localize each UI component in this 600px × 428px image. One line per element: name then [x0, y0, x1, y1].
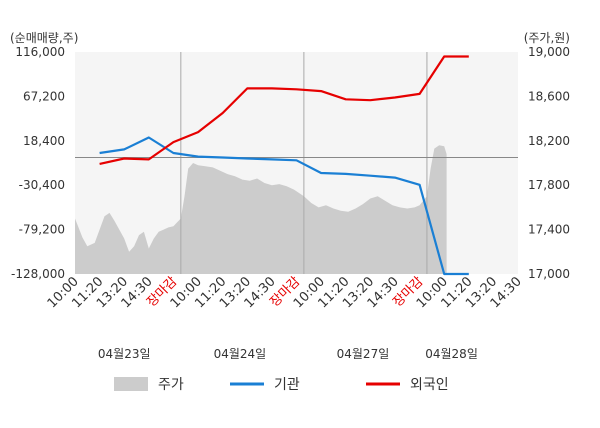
right-tick-label: 17,800 [528, 178, 570, 192]
right-tick-label: 19,000 [528, 45, 570, 59]
legend-label: 외국인 [410, 377, 449, 393]
left-tick-label: -128,000 [11, 267, 65, 281]
flow-lines-layer [99, 55, 469, 276]
x-axis-ticks: 10:0011:2013:2014:30장마감10:0011:2013:2014… [45, 274, 525, 311]
right-tick-label: 18,600 [528, 89, 570, 103]
date-label: 04월27일 [337, 347, 390, 361]
left-tick-label: 18,400 [23, 134, 65, 148]
left-tick-label: -30,400 [19, 178, 65, 192]
legend-label: 기관 [274, 377, 300, 393]
left-tick-label: -79,200 [19, 223, 65, 237]
date-label: 04월23일 [98, 347, 151, 361]
date-label: 04월28일 [425, 347, 478, 361]
right-tick-label: 18,200 [528, 134, 570, 148]
legend-label: 주가 [158, 377, 184, 393]
right-axis-ticks: 19,000 18,600 18,200 17,800 17,400 17,000 [528, 45, 570, 281]
left-tick-label: 116,000 [15, 45, 65, 59]
legend-swatch-price [114, 377, 148, 391]
date-label: 04월24일 [214, 347, 267, 361]
date-labels: 04월23일 04월24일 04월27일 04월28일 [98, 347, 478, 361]
left-axis-unit-label: (순매매량,주) [10, 31, 78, 45]
institution-line [99, 136, 469, 276]
right-axis-unit-label: (주가,원) [524, 31, 570, 45]
foreigner-line [99, 55, 469, 165]
left-tick-label: 67,200 [23, 89, 65, 103]
price-area [75, 145, 447, 274]
legend: 주가 기관 외국인 [114, 377, 449, 393]
right-tick-label: 17,000 [528, 267, 570, 281]
left-axis-ticks: 116,000 67,200 18,400 -30,400 -79,200 -128,00… [11, 45, 65, 281]
right-tick-label: 17,400 [528, 223, 570, 237]
price-area-layer [75, 145, 447, 274]
